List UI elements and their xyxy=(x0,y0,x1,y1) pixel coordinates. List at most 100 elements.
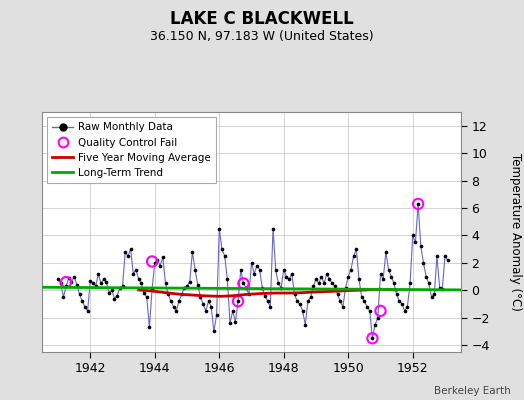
Point xyxy=(204,298,213,304)
Point xyxy=(264,298,272,304)
Point xyxy=(271,266,280,273)
Point xyxy=(89,280,97,287)
Point xyxy=(376,308,385,314)
Point xyxy=(57,280,65,287)
Point xyxy=(234,298,242,304)
Point xyxy=(376,271,385,277)
Point xyxy=(309,283,318,289)
Point xyxy=(409,232,417,239)
Point xyxy=(368,335,377,342)
Point xyxy=(97,280,105,287)
Point xyxy=(422,273,430,280)
Point xyxy=(218,246,226,252)
Point xyxy=(323,271,331,277)
Point xyxy=(344,273,353,280)
Point xyxy=(153,257,161,263)
Point xyxy=(247,260,256,266)
Point xyxy=(140,290,148,296)
Point xyxy=(150,260,159,266)
Point xyxy=(250,271,258,277)
Point xyxy=(390,280,398,287)
Point xyxy=(148,286,156,292)
Point xyxy=(414,201,422,207)
Point xyxy=(145,324,154,330)
Point xyxy=(121,249,129,255)
Point xyxy=(94,271,103,277)
Point xyxy=(169,304,178,310)
Point xyxy=(212,312,221,318)
Point xyxy=(266,304,275,310)
Point xyxy=(403,304,411,310)
Point xyxy=(107,287,116,294)
Point xyxy=(398,301,406,307)
Point xyxy=(118,283,127,289)
Point xyxy=(70,273,79,280)
Point xyxy=(368,335,377,342)
Point xyxy=(215,225,223,232)
Point xyxy=(307,294,315,300)
Point xyxy=(196,294,205,300)
Point xyxy=(339,304,347,310)
Point xyxy=(193,282,202,288)
Point xyxy=(59,294,68,300)
Point xyxy=(374,314,382,321)
Point xyxy=(395,298,403,304)
Text: 36.150 N, 97.183 W (United States): 36.150 N, 97.183 W (United States) xyxy=(150,30,374,43)
Point xyxy=(62,283,70,289)
Point xyxy=(100,276,108,282)
Point xyxy=(156,262,165,269)
Point xyxy=(360,298,368,304)
Point xyxy=(234,298,242,304)
Point xyxy=(183,283,191,289)
Point xyxy=(64,275,73,281)
Point xyxy=(81,304,89,310)
Point xyxy=(210,328,218,335)
Point xyxy=(92,283,100,289)
Point xyxy=(355,276,363,282)
Point xyxy=(331,283,339,289)
Point xyxy=(191,266,199,273)
Point xyxy=(202,308,210,314)
Point xyxy=(102,279,111,285)
Point xyxy=(172,308,180,314)
Point xyxy=(280,266,288,273)
Point xyxy=(135,276,143,282)
Point xyxy=(419,260,428,266)
Point xyxy=(285,276,293,282)
Point xyxy=(137,280,146,287)
Point xyxy=(433,253,441,259)
Point xyxy=(293,298,301,304)
Point xyxy=(379,276,387,282)
Point xyxy=(288,271,296,277)
Point xyxy=(231,319,239,325)
Point xyxy=(78,298,86,304)
Point xyxy=(83,308,92,314)
Point xyxy=(333,291,342,298)
Point xyxy=(73,282,81,288)
Point xyxy=(110,295,118,302)
Point xyxy=(207,304,215,310)
Point xyxy=(317,273,325,280)
Point xyxy=(385,266,393,273)
Legend: Raw Monthly Data, Quality Control Fail, Five Year Moving Average, Long-Term Tren: Raw Monthly Data, Quality Control Fail, … xyxy=(47,117,216,183)
Point xyxy=(167,298,175,304)
Point xyxy=(314,280,323,287)
Point xyxy=(223,276,232,282)
Point xyxy=(242,284,250,291)
Point xyxy=(320,280,328,287)
Point xyxy=(221,253,229,259)
Point xyxy=(301,321,310,328)
Point xyxy=(228,308,237,314)
Point xyxy=(180,284,189,291)
Point xyxy=(381,249,390,255)
Point xyxy=(199,301,208,307)
Point xyxy=(188,249,196,255)
Point xyxy=(298,308,307,314)
Point xyxy=(428,294,436,300)
Point xyxy=(347,266,355,273)
Point xyxy=(435,284,444,291)
Point xyxy=(245,291,253,298)
Point xyxy=(258,284,266,291)
Point xyxy=(400,308,409,314)
Point xyxy=(113,292,122,299)
